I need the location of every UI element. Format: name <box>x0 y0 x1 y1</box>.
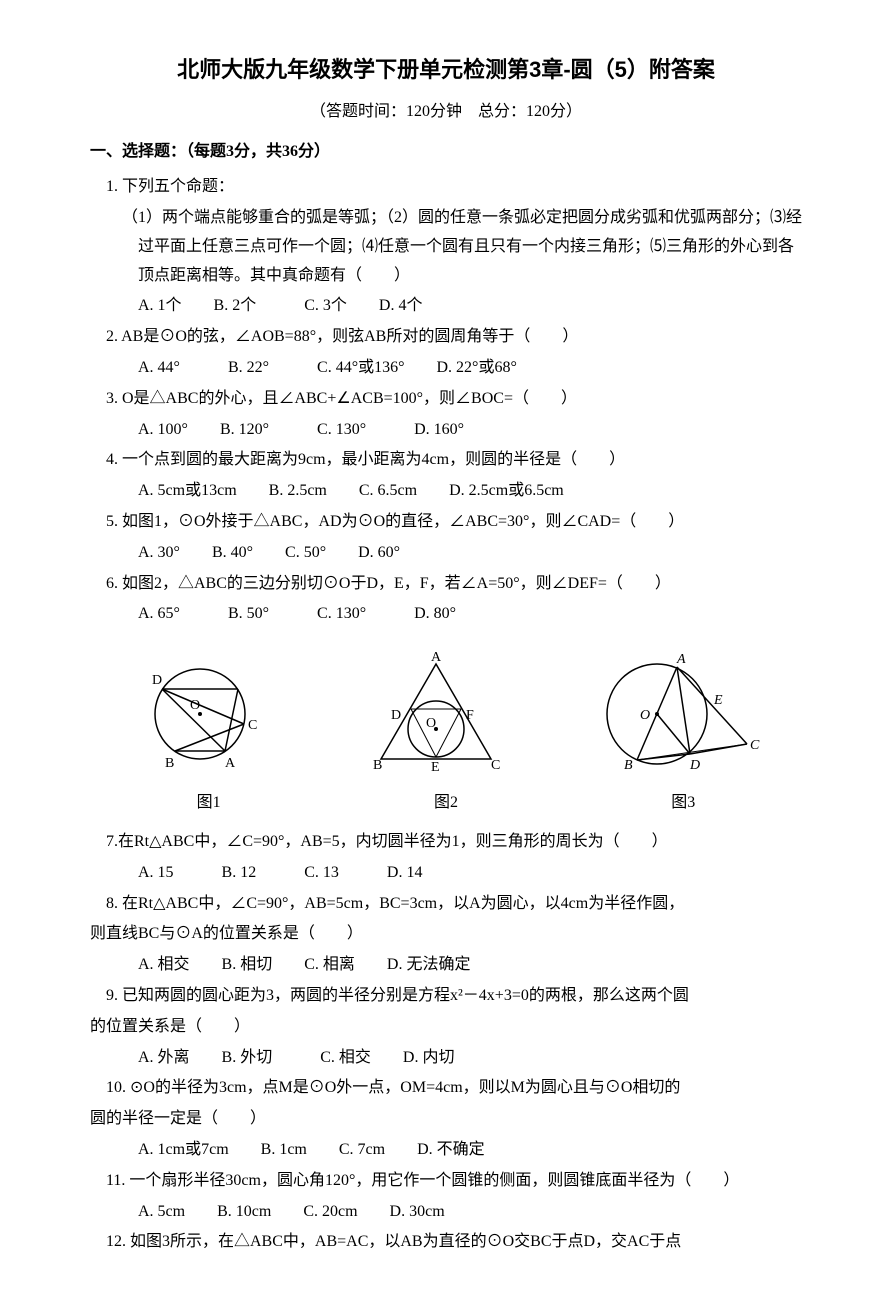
fig2-label-D: D <box>391 708 401 723</box>
q4-stem: 4. 一个点到圆的最大距离为9cm，最小距离为4cm，则圆的半径是（ ） <box>106 446 802 475</box>
q8-cont: 则直线BC与⊙A的位置关系是（ ） <box>90 920 802 949</box>
figure-labels-row: 图1 图2 图3 <box>90 789 802 818</box>
fig2-label-A: A <box>431 650 442 665</box>
section-header: 一、选择题：（每题3分，共36分） <box>90 138 802 167</box>
fig3-caption: 图3 <box>583 789 783 818</box>
fig1-label-D: D <box>152 673 162 688</box>
fig1-label-O: O <box>190 698 200 713</box>
figures-row: D O C B A A D O F B E C A E O C B D <box>90 649 802 779</box>
q1-body: （1）两个端点能够重合的弧是等弧；（2）圆的任意一条弧必定把圆分成劣弧和优弧两部… <box>122 204 802 290</box>
q6-stem: 6. 如图2，△ABC的三边分别切⊙O于D，E，F，若∠A=50°，则∠DEF=… <box>106 570 802 599</box>
fig1-label-B: B <box>165 756 174 771</box>
fig2-caption: 图2 <box>346 789 546 818</box>
fig3-label-A: A <box>676 652 686 667</box>
q2-stem: 2. AB是⊙O的弦，∠AOB=88°，则弦AB所对的圆周角等于（ ） <box>106 323 802 352</box>
q8-stem: 8. 在Rt△ABC中，∠C=90°，AB=5cm，BC=3cm，以A为圆心，以… <box>106 890 802 919</box>
q5-options: A. 30° B. 40° C. 50° D. 60° <box>138 539 802 568</box>
q1-stem: 1. 下列五个命题： <box>106 173 802 202</box>
fig3-label-O: O <box>640 708 650 723</box>
q11-options: A. 5cm B. 10cm C. 20cm D. 30cm <box>138 1198 802 1227</box>
figure-2: A D O F B E C <box>351 649 521 779</box>
figure-3: A E O C B D <box>582 649 772 779</box>
fig3-label-D: D <box>689 758 700 773</box>
q10-options: A. 1cm或7cm B. 1cm C. 7cm D. 不确定 <box>138 1136 802 1165</box>
fig2-label-E: E <box>431 760 440 775</box>
q11-stem: 11. 一个扇形半径30cm，圆心角120°，用它作一个圆锥的侧面，则圆锥底面半… <box>106 1167 802 1196</box>
figure-1: D O C B A <box>120 649 290 779</box>
q9-stem: 9. 已知两圆的圆心距为3，两圆的半径分别是方程x²－4x+3=0的两根，那么这… <box>106 982 802 1011</box>
page-subtitle: （答题时间：120分钟 总分：120分） <box>90 98 802 127</box>
q3-options: A. 100° B. 120° C. 130° D. 160° <box>138 416 802 445</box>
fig2-label-F: F <box>466 708 474 723</box>
fig3-label-B: B <box>624 758 633 773</box>
q3-stem: 3. O是△ABC的外心，且∠ABC+∠ACB=100°，则∠BOC=（ ） <box>106 385 802 414</box>
q8-options: A. 相交 B. 相切 C. 相离 D. 无法确定 <box>138 951 802 980</box>
q10-stem: 10. ⊙O的半径为3cm，点M是⊙O外一点，OM=4cm，则以M为圆心且与⊙O… <box>106 1074 802 1103</box>
q7-stem: 7.在Rt△ABC中，∠C=90°，AB=5，内切圆半径为1，则三角形的周长为（… <box>106 828 802 857</box>
q6-options: A. 65° B. 50° C. 130° D. 80° <box>138 600 802 629</box>
fig3-label-C: C <box>750 738 760 753</box>
q5-stem: 5. 如图1，⊙O外接于△ABC，AD为⊙O的直径，∠ABC=30°，则∠CAD… <box>106 508 802 537</box>
page-title: 北师大版九年级数学下册单元检测第3章-圆（5）附答案 <box>90 50 802 90</box>
fig2-label-O: O <box>426 716 436 731</box>
q7-options: A. 15 B. 12 C. 13 D. 14 <box>138 859 802 888</box>
q2-options: A. 44° B. 22° C. 44°或136° D. 22°或68° <box>138 354 802 383</box>
q1-options: A. 1个 B. 2个 C. 3个 D. 4个 <box>138 292 802 321</box>
fig1-label-A: A <box>225 756 236 771</box>
fig2-label-C: C <box>491 758 500 773</box>
fig3-label-E: E <box>713 693 723 708</box>
q9-options: A. 外离 B. 外切 C. 相交 D. 内切 <box>138 1044 802 1073</box>
fig2-label-B: B <box>373 758 382 773</box>
q10-cont: 圆的半径一定是（ ） <box>90 1105 802 1134</box>
q9-cont: 的位置关系是（ ） <box>90 1013 802 1042</box>
q12-stem: 12. 如图3所示，在△ABC中，AB=AC，以AB为直径的⊙O交BC于点D，交… <box>106 1228 802 1257</box>
fig1-label-C: C <box>248 718 257 733</box>
q4-options: A. 5cm或13cm B. 2.5cm C. 6.5cm D. 2.5cm或6… <box>138 477 802 506</box>
fig1-caption: 图1 <box>109 789 309 818</box>
